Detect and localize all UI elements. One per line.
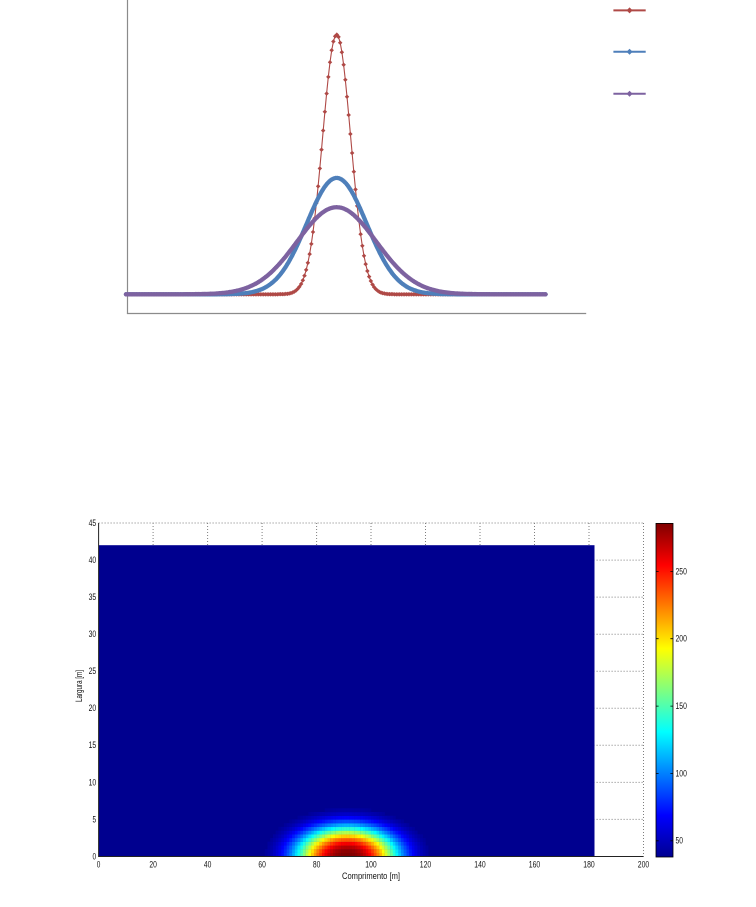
svg-text:15: 15: [89, 740, 97, 750]
svg-text:140: 140: [474, 859, 485, 869]
svg-text:10: 10: [89, 777, 97, 787]
svg-text:40: 40: [204, 859, 212, 869]
svg-text:200: 200: [676, 634, 687, 644]
svg-text:5: 5: [93, 814, 97, 824]
svg-text:60: 60: [258, 859, 266, 869]
svg-text:160: 160: [529, 859, 540, 869]
svg-text:35: 35: [89, 592, 97, 602]
svg-text:80: 80: [313, 859, 321, 869]
svg-text:25: 25: [89, 666, 97, 676]
svg-text:Largura [m]: Largura [m]: [74, 670, 84, 702]
svg-text:40: 40: [89, 555, 97, 565]
svg-text:50: 50: [676, 836, 684, 846]
svg-text:250: 250: [676, 566, 687, 576]
svg-text:120: 120: [420, 859, 431, 869]
svg-text:0: 0: [93, 851, 97, 861]
svg-text:30: 30: [89, 629, 97, 639]
svg-text:100: 100: [676, 768, 687, 778]
svg-text:Comprimento [m]: Comprimento [m]: [342, 871, 400, 881]
svg-text:20: 20: [149, 859, 157, 869]
svg-text:100: 100: [365, 859, 376, 869]
svg-text:20: 20: [89, 703, 97, 713]
svg-text:0: 0: [97, 859, 101, 869]
svg-text:150: 150: [676, 701, 687, 711]
svg-text:200: 200: [638, 859, 649, 869]
svg-text:45: 45: [89, 518, 97, 528]
svg-text:180: 180: [583, 859, 594, 869]
